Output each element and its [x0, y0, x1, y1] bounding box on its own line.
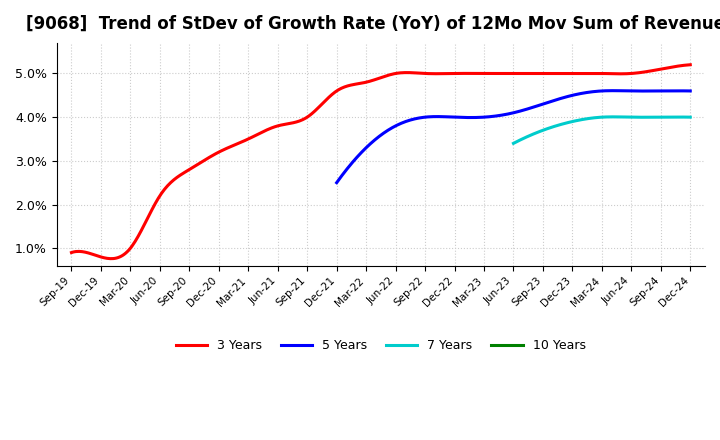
5 Years: [588, 89, 596, 95]
7 Years: [531, 131, 539, 136]
3 Years: [67, 250, 76, 255]
5 Years: [375, 134, 384, 139]
5 Years: [555, 96, 564, 102]
Line: 7 Years: 7 Years: [513, 117, 690, 143]
3 Years: [458, 71, 467, 76]
7 Years: [509, 141, 518, 146]
Title: [9068]  Trend of StDev of Growth Rate (YoY) of 12Mo Mov Sum of Revenues: [9068] Trend of StDev of Growth Rate (Yo…: [27, 15, 720, 33]
7 Years: [579, 117, 588, 122]
5 Years: [472, 115, 481, 120]
5 Years: [609, 88, 618, 93]
Line: 3 Years: 3 Years: [71, 65, 690, 259]
5 Years: [448, 114, 456, 120]
7 Years: [609, 114, 618, 120]
7 Years: [686, 114, 695, 120]
5 Years: [333, 180, 341, 185]
3 Years: [143, 216, 152, 221]
5 Years: [590, 89, 598, 94]
3 Years: [518, 71, 527, 76]
Line: 5 Years: 5 Years: [337, 91, 690, 183]
3 Years: [107, 256, 116, 261]
7 Years: [621, 114, 629, 120]
7 Years: [637, 114, 646, 120]
5 Years: [686, 88, 695, 94]
3 Years: [516, 71, 524, 76]
3 Years: [686, 62, 695, 67]
7 Years: [567, 119, 575, 125]
3 Years: [314, 105, 323, 110]
3 Years: [270, 124, 279, 129]
Legend: 3 Years, 5 Years, 7 Years, 10 Years: 3 Years, 5 Years, 7 Years, 10 Years: [171, 334, 590, 357]
7 Years: [638, 114, 647, 120]
